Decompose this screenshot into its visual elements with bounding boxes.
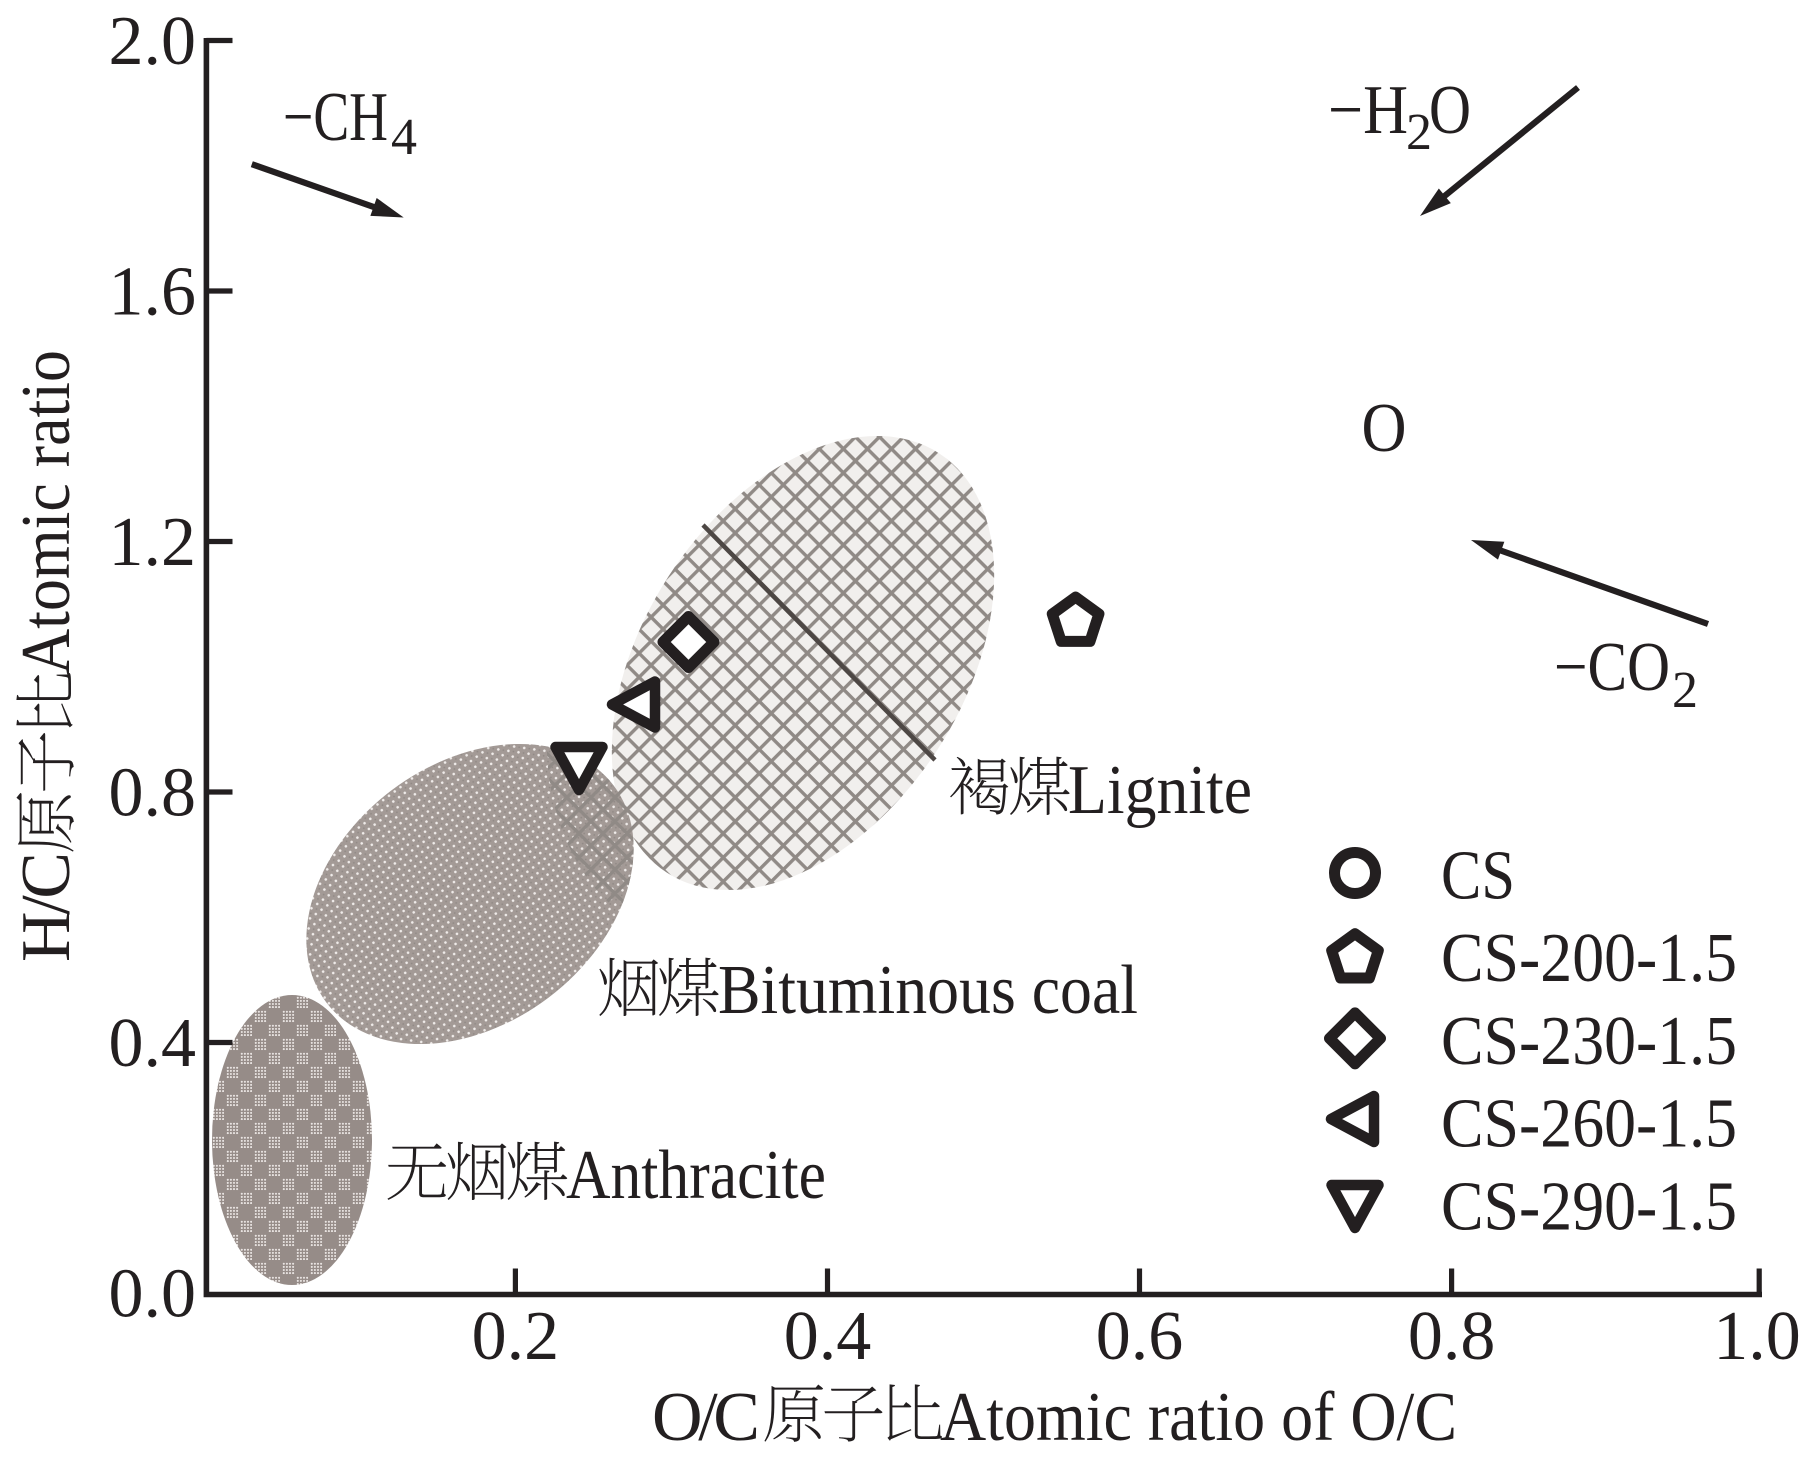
svg-text:CS: CS xyxy=(1441,838,1515,915)
svg-text:0.8: 0.8 xyxy=(1408,1298,1496,1375)
svg-text:1.0: 1.0 xyxy=(1713,1298,1801,1375)
svg-text:4: 4 xyxy=(391,109,417,166)
svg-text:Atomic ratio: Atomic ratio xyxy=(8,350,85,675)
svg-text:2.0: 2.0 xyxy=(109,3,197,80)
svg-text:2: 2 xyxy=(1672,662,1698,719)
svg-text:0.8: 0.8 xyxy=(109,755,197,832)
svg-text:0.4: 0.4 xyxy=(784,1298,872,1375)
svg-text:CS-260-1.5: CS-260-1.5 xyxy=(1441,1086,1737,1163)
svg-text:0.0: 0.0 xyxy=(109,1256,197,1333)
svg-text:CS-290-1.5: CS-290-1.5 xyxy=(1441,1168,1737,1245)
svg-text:CS-230-1.5: CS-230-1.5 xyxy=(1441,1003,1737,1080)
svg-text:Bituminous coal: Bituminous coal xyxy=(718,952,1138,1029)
svg-text:0.4: 0.4 xyxy=(109,1005,197,1082)
svg-text:Anthracite: Anthracite xyxy=(566,1137,826,1214)
svg-text:−CH: −CH xyxy=(283,79,388,156)
svg-text:CS-200-1.5: CS-200-1.5 xyxy=(1441,920,1737,997)
svg-text:0.6: 0.6 xyxy=(1096,1298,1184,1375)
svg-text:H/C: H/C xyxy=(8,852,85,962)
svg-text:1.6: 1.6 xyxy=(109,254,197,331)
svg-text:−H: −H xyxy=(1328,72,1408,149)
svg-text:0.2: 0.2 xyxy=(472,1298,560,1375)
svg-text:Lignite: Lignite xyxy=(1068,752,1252,829)
svg-text:O/C: O/C xyxy=(652,1379,760,1456)
svg-text:Atomic ratio of O/C: Atomic ratio of O/C xyxy=(940,1379,1457,1456)
svg-text:1.2: 1.2 xyxy=(109,504,197,581)
svg-text:−CO: −CO xyxy=(1554,629,1670,706)
svg-text:2: 2 xyxy=(1406,104,1432,161)
svg-text:O: O xyxy=(1362,390,1407,467)
svg-text:O: O xyxy=(1429,72,1471,149)
